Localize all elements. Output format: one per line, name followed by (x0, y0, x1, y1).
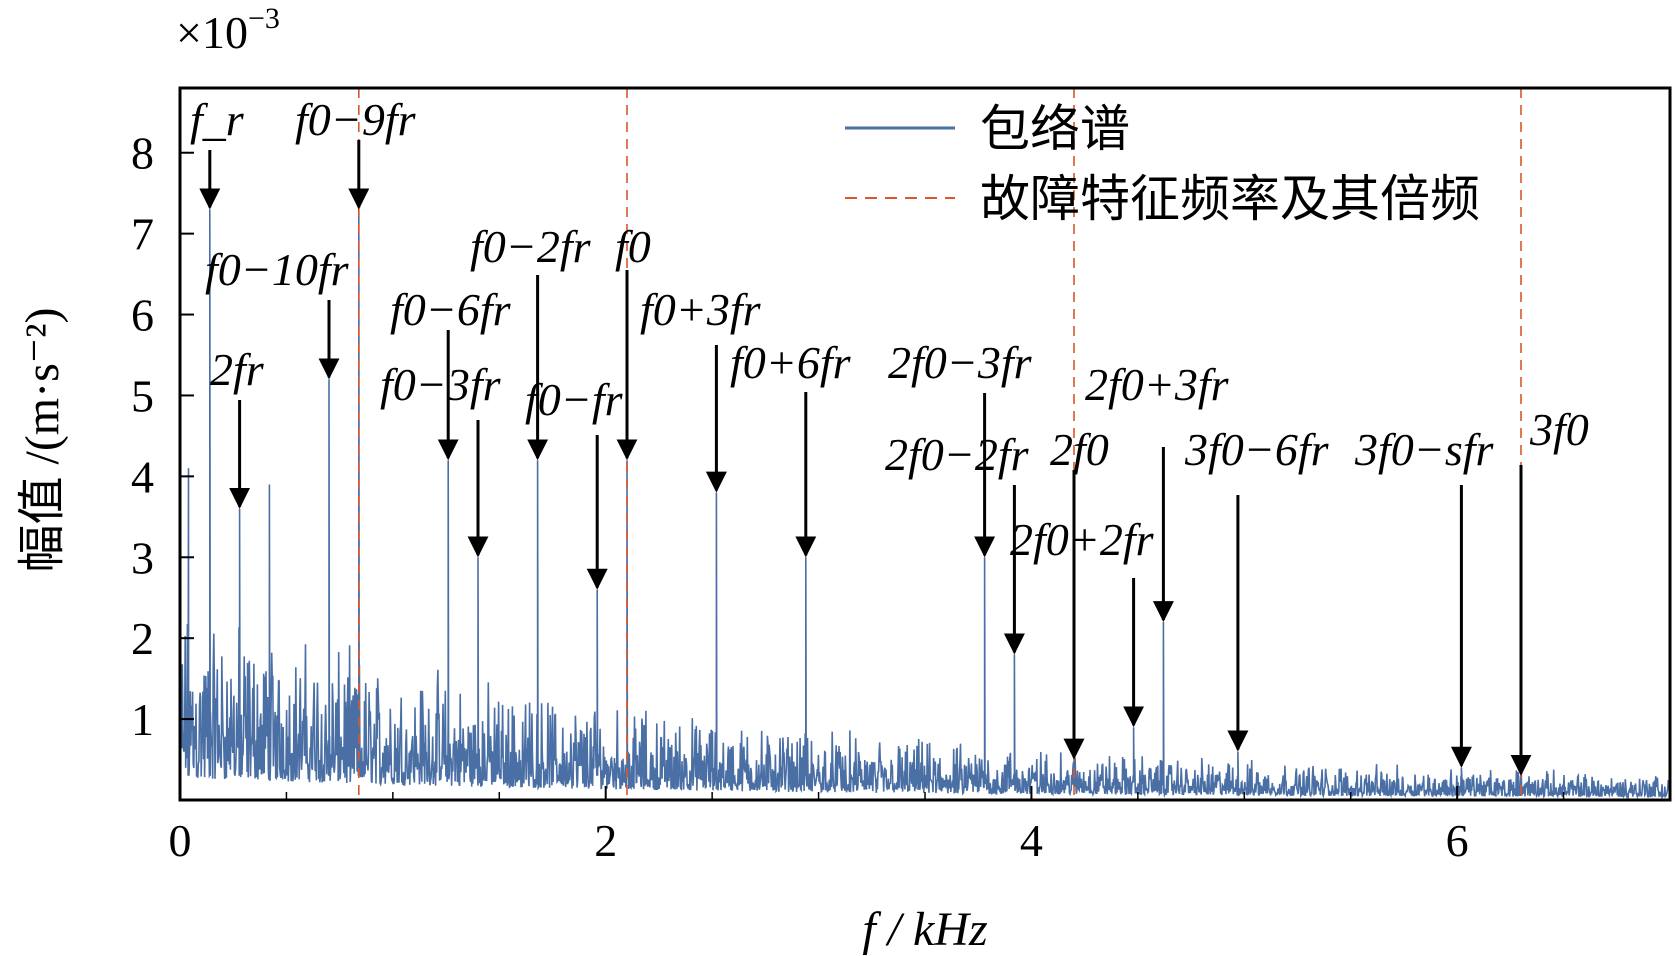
legend: 包络谱 故障特征频率及其倍频 (845, 101, 1480, 227)
annotation-label: 3f0−sfr (1354, 424, 1495, 475)
x-tick-label: 6 (1446, 815, 1469, 866)
annotation-label: 2f0−2fr (885, 429, 1030, 480)
x-tick-label: 2 (594, 815, 617, 866)
annotation-label: f0+6fr (730, 337, 852, 388)
annotation-label: f0−fr (525, 374, 624, 425)
x-tick-label: 4 (1020, 815, 1043, 866)
annotation-label: f0−3fr (380, 359, 502, 410)
annotation-label: 3f0 (1529, 404, 1589, 455)
x-tick-label: 0 (169, 815, 192, 866)
y-tick-label: 4 (131, 451, 154, 502)
annotation-label: 2fr (210, 344, 265, 395)
legend-label-fault: 故障特征频率及其倍频 (980, 171, 1480, 227)
annotation-label: f0−10fr (205, 244, 350, 295)
spectrum-series (180, 209, 1670, 800)
x-axis-ticks: 0 2 4 6 (169, 786, 1565, 866)
y-tick-label: 6 (131, 290, 154, 341)
spectrum-line (180, 209, 1670, 800)
annotation-label: 2f0−3fr (888, 337, 1033, 388)
y-tick-label: 5 (131, 370, 154, 421)
y-tick-label: 1 (131, 694, 154, 745)
annotation-label: 2f0 (1050, 424, 1109, 475)
annotation-labels: f_r f0−10fr f0−9fr 2fr f0−6fr f0−3fr f0−2fr f0−… (190, 94, 1589, 565)
y-tick-label: 3 (131, 532, 154, 583)
y-axis-ticks: 1 2 3 4 5 6 7 8 (131, 128, 194, 745)
annotation-label: f0 (615, 221, 651, 272)
annotation-label: f0−9fr (295, 94, 417, 145)
annotation-label: 3f0−6fr (1184, 424, 1330, 475)
annotation-label: f0−2fr (470, 221, 592, 272)
annotation-label: f0−6fr (390, 284, 512, 335)
legend-label-envelope: 包络谱 (980, 101, 1130, 157)
y-axis-label: 幅值 /(m·s⁻²) (16, 307, 69, 572)
x-axis-label: f / kHz (862, 903, 988, 956)
annotation-label: f0+3fr (640, 284, 762, 335)
annotation-label: 2f0+3fr (1085, 359, 1230, 410)
annotation-label: 2f0+2fr (1010, 514, 1155, 565)
annotation-label: f_r (190, 94, 245, 145)
y-tick-label: 8 (131, 128, 154, 179)
y-tick-label: 7 (131, 209, 154, 260)
annotation-arrows (199, 140, 1532, 776)
y-exponent-label: ×10−3 (176, 2, 280, 58)
y-tick-label: 2 (131, 613, 154, 664)
